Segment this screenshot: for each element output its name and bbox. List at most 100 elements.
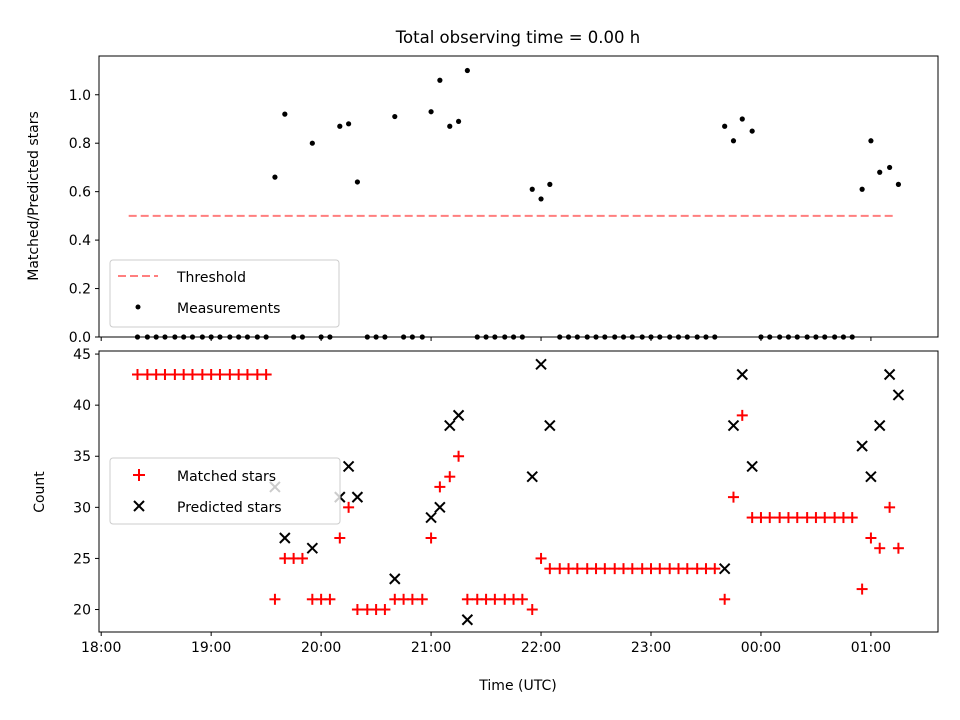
measurement-point: [464, 67, 470, 74]
top-panel: 0.0 0.2 0.4 0.6 0.8 1.0 Matched/Predicted sta…: [26, 55, 939, 346]
measurement-point: [447, 123, 453, 129]
bottom-y-axis-label: Count: [32, 471, 48, 513]
y-tick-label: 0.2: [69, 282, 91, 298]
matched-star-point: [461, 593, 473, 605]
predicted-star-point: [444, 419, 456, 432]
legend-measurements-swatch: [135, 304, 141, 310]
predicted-star-point: [718, 562, 731, 575]
measurement-point: [877, 169, 883, 175]
bottom-axes-frame: [98, 350, 939, 633]
matched-star-point: [453, 450, 465, 462]
matched-star-point: [324, 593, 336, 605]
matched-star-point: [856, 583, 868, 595]
matched-star-point: [214, 369, 226, 381]
y-tick-label: 40: [73, 398, 91, 414]
predicted-star-point: [389, 573, 401, 585]
bottom-panel: 20 25 30 35 40 45 18:00 19:00 20:00 21:00 22:00 23…: [32, 347, 939, 694]
y-tick-label: 45: [73, 347, 91, 363]
matched-star-point: [892, 542, 904, 554]
predicted-star-point: [351, 491, 364, 503]
measurement-point: [455, 118, 462, 125]
measurement-point: [739, 116, 745, 122]
y-tick-label: 0.0: [69, 330, 91, 346]
matched-star-point: [736, 409, 748, 421]
predicted-star-point: [865, 470, 877, 483]
x-tick-label: 21:00: [411, 640, 451, 656]
x-tick-label: 23:00: [631, 640, 671, 656]
predicted-star-point: [736, 368, 748, 381]
matched-star-point: [131, 369, 143, 381]
y-tick-label: 0.4: [69, 233, 91, 249]
predicted-star-point: [535, 358, 547, 370]
matched-star-point: [791, 512, 803, 524]
matched-star-point: [269, 593, 281, 605]
measurement-point: [428, 109, 434, 115]
matched-star-point: [425, 532, 437, 544]
matched-star-point: [379, 604, 391, 616]
matched-star-point: [406, 593, 418, 605]
matched-star-point: [516, 593, 528, 605]
measurement-point: [749, 128, 755, 134]
matched-star-point: [719, 593, 731, 605]
predicted-star-point: [856, 440, 868, 452]
bottom-legend-box: [109, 457, 341, 525]
y-tick-label: 35: [73, 449, 91, 465]
predicted-star-point: [874, 419, 886, 432]
x-tick-label: 19:00: [191, 640, 231, 656]
measurement-point: [392, 113, 398, 120]
matched-star-point: [709, 563, 721, 575]
bottom-marks: [131, 358, 905, 626]
matched-star-point: [296, 552, 308, 564]
predicted-star-point: [425, 511, 437, 524]
bottom-x-ticks: 18:00 19:00 20:00 21:00 22:00 23:00 00:00 01:00: [81, 632, 891, 656]
measurement-point: [730, 138, 737, 144]
bottom-y-ticks: 20 25 30 35 40 45: [73, 347, 99, 619]
top-x-ticks: [100, 337, 872, 341]
matched-star-point: [241, 369, 253, 381]
matched-star-point: [884, 501, 896, 513]
matched-star-point: [865, 532, 877, 544]
legend-threshold-label: Threshold: [176, 270, 246, 286]
x-tick-label: 00:00: [741, 640, 781, 656]
y-tick-label: 20: [73, 603, 91, 619]
matched-star-point: [260, 369, 272, 381]
matched-star-point: [489, 593, 501, 605]
measurement-point: [887, 164, 893, 171]
predicted-star-point: [461, 614, 474, 626]
measurement-point: [272, 174, 278, 180]
measurement-point: [859, 186, 865, 192]
matched-star-point: [544, 563, 556, 575]
legend-predicted-label: Predicted stars: [177, 500, 282, 516]
matched-star-point: [599, 563, 611, 575]
x-tick-label: 18:00: [81, 640, 121, 656]
predicted-star-point: [883, 368, 896, 381]
measurement-point: [346, 121, 352, 127]
bottom-legend: Matched stars Predicted stars: [109, 457, 341, 525]
y-tick-label: 0.8: [69, 136, 91, 152]
measurement-point: [895, 181, 902, 187]
measurement-point: [868, 138, 874, 144]
matched-star-point: [571, 563, 583, 575]
predicted-star-point: [526, 470, 538, 483]
y-tick-label: 0.6: [69, 185, 91, 201]
predicted-star-point: [452, 409, 465, 422]
legend-matched-swatch: [133, 469, 145, 481]
legend-measurements-label: Measurements: [177, 301, 280, 317]
matched-star-point: [334, 532, 346, 544]
measurement-point: [538, 196, 544, 202]
predicted-star-point: [544, 419, 556, 432]
matched-star-point: [764, 512, 776, 524]
predicted-star-point: [306, 542, 319, 554]
x-tick-label: 01:00: [851, 640, 891, 656]
top-y-ticks: 0.0 0.2 0.4 0.6 0.8 1.0: [69, 88, 99, 346]
measurement-point: [354, 179, 361, 185]
matched-star-point: [819, 512, 831, 524]
predicted-star-point: [746, 460, 758, 473]
matched-star-point: [159, 369, 171, 381]
matched-star-point: [681, 563, 693, 575]
y-tick-label: 1.0: [69, 88, 91, 104]
matched-star-point: [343, 501, 355, 513]
measurement-point: [437, 77, 443, 83]
